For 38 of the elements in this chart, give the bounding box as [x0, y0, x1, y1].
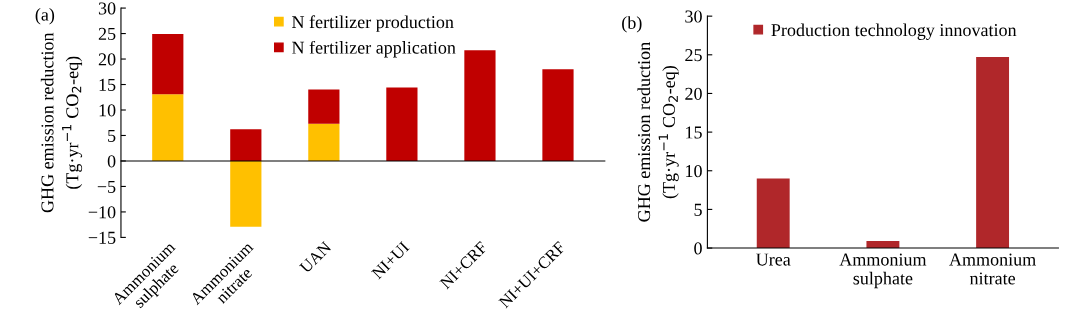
y-tick-label: 5: [694, 203, 702, 216]
y-tick-label: 15: [686, 126, 702, 139]
x-tick-label: Ammonium sulphate: [839, 253, 927, 289]
bar: [308, 123, 340, 161]
bar: [152, 34, 184, 95]
legend-label: Production technology innovation: [771, 23, 1017, 40]
bar: [756, 178, 790, 249]
y-tick-label: 25: [98, 27, 116, 40]
y-axis-title: GHG emission reduction (Tg·yr$^{−1}$ CO$_{2}$-eq): [637, 42, 679, 222]
y-tick-label: 10: [686, 165, 702, 178]
y-axis-title: GHG emission reduction (Tg·yr$^{−1}$ CO$_{2}$-eq): [40, 32, 83, 213]
y-tick-label: 30: [685, 10, 702, 23]
bar: [230, 129, 262, 161]
legend-label: N fertilizer application: [292, 40, 456, 58]
bar: [308, 89, 340, 124]
y-tick-label: 20: [685, 87, 702, 100]
y-tick-label: −10: [88, 206, 116, 219]
y-tick-label: 10: [99, 104, 116, 117]
y-tick-label: −5: [97, 180, 116, 193]
y-tick-label: 0: [107, 155, 116, 168]
bar: [386, 87, 418, 161]
y-tick-label: 0: [694, 242, 702, 255]
x-tick-label: Urea: [756, 253, 791, 266]
bar: [230, 160, 262, 227]
bar: [464, 50, 496, 161]
bar: [542, 69, 574, 161]
y-tick-label: 30: [98, 2, 116, 15]
bar: [976, 57, 1010, 249]
y-tick-label: 25: [685, 49, 702, 62]
text: (a): [35, 8, 55, 25]
y-tick-label: 5: [108, 129, 116, 142]
text: (b): [622, 16, 642, 33]
legend-label: N fertilizer production: [292, 15, 454, 32]
y-tick-label: −15: [88, 231, 116, 244]
bar: [152, 94, 184, 161]
x-tick-label: Ammonium nitrate: [949, 253, 1036, 285]
y-tick-label: 15: [99, 78, 116, 91]
y-tick-label: 20: [98, 53, 116, 66]
